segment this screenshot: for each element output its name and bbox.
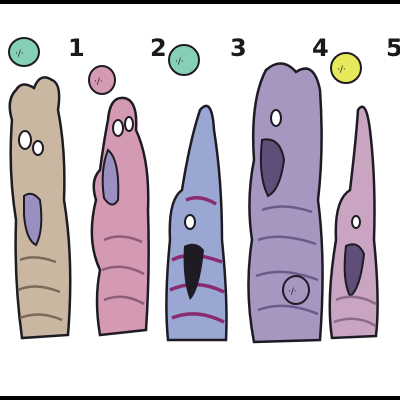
- figure-1-badge-label: ·/·: [15, 49, 24, 59]
- figure-5-badge-label: ·/·: [337, 65, 346, 75]
- figure-4-body: [247, 62, 324, 344]
- figure-3-body: [165, 104, 228, 342]
- figure-1-drip-lines: [17, 256, 63, 322]
- figure-3-badge-label: ·/·: [175, 57, 184, 67]
- figure-5-drip-lines: [333, 295, 377, 328]
- figure-3-eye: [184, 214, 196, 230]
- figure-5-mouth: [343, 243, 366, 298]
- figure-1-eye-left: [18, 130, 32, 150]
- figure-5-number: 5: [386, 34, 400, 62]
- figure-3[interactable]: ·/·: [165, 44, 228, 342]
- figure-2-eye-left: [112, 119, 124, 137]
- top-border: [0, 0, 400, 4]
- figure-3-mouth: [183, 243, 204, 300]
- figure-3-number: 3: [230, 34, 247, 62]
- figure-2[interactable]: ·/·: [88, 65, 150, 337]
- figure-5-eye: [351, 215, 361, 229]
- figure-1-badge-icon: [8, 37, 40, 67]
- figure-4-number: 4: [312, 34, 329, 62]
- figure-5-badge-icon: [330, 52, 362, 84]
- figure-4-badge-label: ·/·: [288, 287, 297, 297]
- figure-2-badge-icon: [88, 65, 116, 95]
- figure-4-badge-icon: [282, 275, 310, 305]
- figure-4-mouth: [259, 138, 286, 198]
- figure-4[interactable]: ·/·: [247, 62, 324, 344]
- figure-2-number: 2: [150, 34, 167, 62]
- bottom-border: [0, 396, 400, 400]
- figure-1-number: 1: [68, 34, 85, 62]
- figure-2-badge-label: ·/·: [94, 77, 103, 87]
- figure-1-mouth: [23, 192, 43, 247]
- figure-1-eye-right: [32, 140, 44, 156]
- figure-4-eye: [270, 109, 282, 127]
- figure-2-eye-right: [124, 116, 134, 132]
- figure-5[interactable]: ·/·: [328, 52, 379, 340]
- figure-4-drip-lines: [255, 205, 319, 316]
- figure-1[interactable]: ·/·: [8, 37, 72, 340]
- figure-3-badge-icon: [168, 44, 200, 76]
- figure-2-tongue: [101, 148, 120, 206]
- figure-2-drip-lines: [101, 235, 145, 306]
